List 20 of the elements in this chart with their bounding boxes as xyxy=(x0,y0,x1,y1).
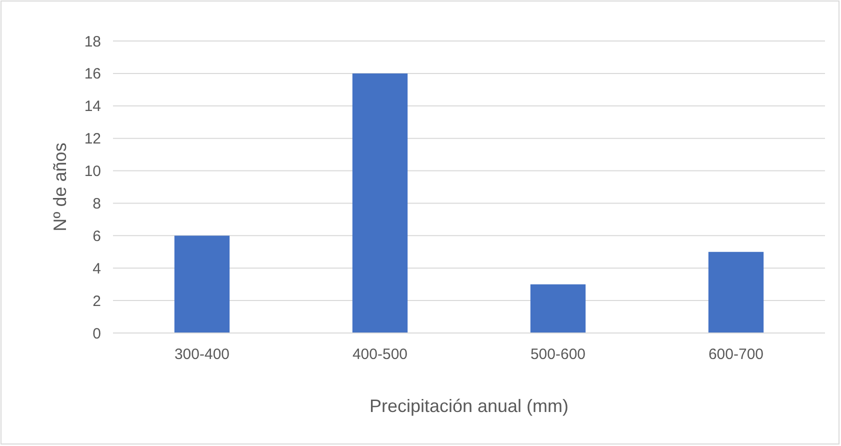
y-tick-label: 12 xyxy=(84,130,101,148)
y-tick-label: 18 xyxy=(84,33,101,50)
y-tick-label: 8 xyxy=(92,195,101,212)
x-tick-label: 400-500 xyxy=(352,346,408,363)
y-tick-label: 2 xyxy=(92,292,101,310)
bar xyxy=(352,73,408,333)
y-tick-label: 6 xyxy=(92,228,101,245)
bar xyxy=(530,284,586,333)
x-tick-label: 300-400 xyxy=(174,346,230,363)
bar xyxy=(708,252,764,333)
y-tick-label: 16 xyxy=(84,66,101,83)
x-tick-label: 500-600 xyxy=(530,346,586,363)
y-axis-title: Nº de años xyxy=(50,142,70,232)
x-axis-title: Precipitación anual (mm) xyxy=(369,396,569,416)
y-tick-label: 10 xyxy=(84,163,101,180)
y-tick-label: 14 xyxy=(84,98,101,116)
y-tick-label: 4 xyxy=(92,260,101,278)
x-tick-label: 600-700 xyxy=(708,346,764,363)
bar xyxy=(174,236,230,333)
y-tick-label: 0 xyxy=(92,325,101,342)
